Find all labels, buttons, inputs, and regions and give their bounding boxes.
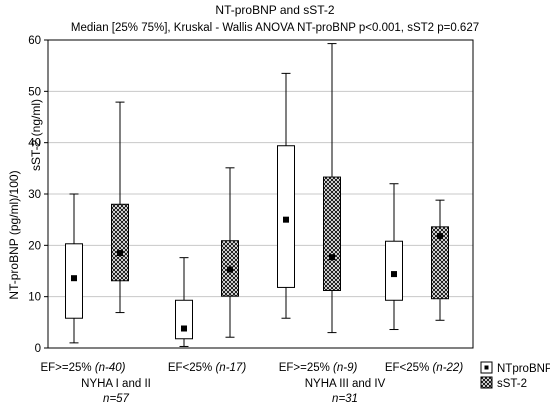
median-marker — [391, 271, 397, 278]
x-category-label: EF<25% (n-17) — [168, 362, 246, 374]
median-marker — [227, 266, 233, 273]
legend-swatch-marker — [484, 365, 489, 370]
median-marker — [283, 216, 289, 223]
y-tick-label: 40 — [28, 138, 41, 150]
median-marker — [181, 325, 187, 332]
x-category-label: EF>=25% (n-9) — [279, 362, 358, 374]
sst2-box-2 — [221, 167, 239, 338]
chart-subtitle: Median [25% 75%], Kruskal - Wallis ANOVA… — [71, 22, 479, 34]
x-axis-labels: EF>=25% (n-40) EF<25% (n-17) EF>=25% (n-9)… — [40, 362, 463, 374]
x-category-name: EF>=25% — [40, 362, 94, 374]
sst2-box-1 — [111, 101, 129, 314]
x-category-n: (n-17) — [215, 362, 246, 374]
x-category-label: EF<25% (n-22) — [385, 362, 463, 374]
y-tick-label: 50 — [28, 86, 41, 98]
sst2-box-4 — [431, 199, 449, 321]
ntprobnp-box-4 — [385, 183, 403, 331]
median-marker — [329, 254, 335, 261]
x-category-name: EF>=25% — [279, 362, 333, 374]
ntprobnp-box-3 — [277, 72, 295, 319]
x-category-name: EF<25% — [168, 362, 216, 374]
legend: NTproBNP sST-2 — [480, 361, 550, 390]
median-marker — [437, 233, 443, 240]
iqr-box — [277, 145, 295, 288]
iqr-box — [385, 240, 403, 301]
y-tick-label: 0 — [35, 343, 41, 355]
median-marker — [117, 250, 123, 257]
median-marker — [71, 275, 77, 282]
legend-label-ntprobnp: NTproBNP — [497, 363, 550, 375]
section-label-2: NYHA III and IV n=31 — [305, 378, 386, 405]
y-tick-label: 60 — [28, 35, 41, 47]
section-n: n=57 — [103, 393, 130, 405]
y-axis-label-ntprobnp: NT-proBNP (pg/ml)/100) — [7, 170, 21, 299]
x-category-label: EF>=25% (n-40) — [40, 362, 125, 374]
y-tick-label: 10 — [28, 292, 41, 304]
sst2-box-3 — [323, 43, 341, 334]
iqr-box — [431, 226, 449, 300]
x-category-n: (n-9) — [333, 362, 357, 374]
x-category-name: EF<25% — [385, 362, 433, 374]
y-tick-label: 30 — [28, 189, 41, 201]
y-tick-label: 20 — [28, 240, 41, 252]
iqr-box — [175, 299, 193, 340]
iqr-box — [111, 203, 129, 282]
chart-title: NT-proBNP and sST-2 — [215, 3, 334, 17]
x-category-n: (n-22) — [432, 362, 463, 374]
ntprobnp-box-1 — [65, 193, 83, 344]
plot-frame — [47, 39, 474, 349]
iqr-box — [323, 176, 341, 292]
section-n: n=31 — [332, 393, 358, 405]
legend-label-sst2: sST-2 — [497, 378, 527, 390]
section-label: NYHA I and II — [81, 378, 151, 390]
ntprobnp-box-2 — [175, 257, 193, 347]
x-category-n: (n-40) — [95, 362, 126, 374]
y-axis-ticks: 0 10 20 30 40 50 60 — [28, 35, 48, 355]
section-label-1: NYHA I and II n=57 — [81, 378, 151, 405]
legend-swatch-sst2 — [480, 376, 493, 389]
boxes — [65, 43, 449, 347]
section-label: NYHA III and IV — [305, 378, 386, 390]
y-axis-label-sst2: sST-2 (ng/ml) — [29, 99, 43, 171]
